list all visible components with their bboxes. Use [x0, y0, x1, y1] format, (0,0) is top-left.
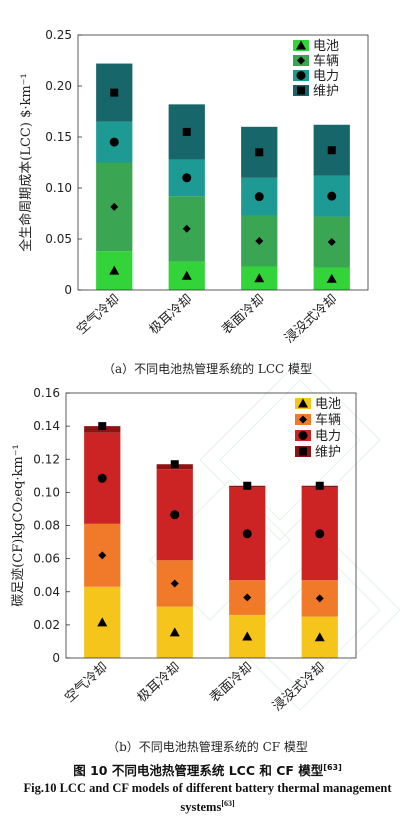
- marker-triangle-0-0: [109, 265, 120, 275]
- y-tick-label-1-5: 0.10: [33, 485, 60, 499]
- legend-label-0-1: 车辆: [313, 53, 339, 69]
- marker-diamond-0-0: [110, 202, 119, 211]
- marker-square-0-3: [327, 146, 336, 155]
- marker-triangle-0-1: [181, 270, 192, 280]
- axes-frame-0: [77, 34, 369, 291]
- legend-marker-1-2: [298, 431, 308, 440]
- marker-circle-0-1: [182, 173, 192, 183]
- caption-cn-text: 图 10 不同电池热管理系统 LCC 和 CF 模型: [73, 763, 324, 778]
- legend-label-0-2: 电力: [313, 69, 339, 84]
- cf-chart: 空气冷却 极耳冷却 表面冷却 浸没式冷却 0 0.02 0.04 0.06 0.08 0.10 0.…: [11, 386, 357, 715]
- subcaption-a: （a）不同电池热管理系统的 LCC 模型: [102, 362, 313, 376]
- marker-diamond-1-0: [98, 551, 107, 560]
- y-tick-label-1-0: 0: [52, 651, 60, 665]
- marker-triangle-1-3: [314, 632, 325, 642]
- y-axis-label-0: 全生命周期成本(LCC) $·km⁻¹: [18, 73, 34, 251]
- marker-circle-1-3: [315, 529, 325, 539]
- marker-circle-0-2: [254, 192, 264, 202]
- marker-circle-0-0: [109, 137, 119, 147]
- marker-square-1-1: [170, 460, 179, 469]
- y-tick-label-0-4: 0.20: [45, 79, 72, 93]
- category-label-1-2: 表面冷却: [207, 660, 256, 706]
- y-tick-label-0-1: 0.05: [45, 232, 72, 246]
- subcaption-b: （b）不同电池热管理系统的 CF 模型: [107, 740, 308, 754]
- category-label-1-1: 极耳冷却: [135, 660, 184, 706]
- y-tick-label-0-3: 0.15: [45, 130, 72, 144]
- y-tick-label-1-2: 0.04: [33, 585, 60, 599]
- marker-triangle-0-3: [326, 273, 337, 283]
- caption-en-ref: [63]: [221, 799, 235, 808]
- figure-caption-en: Fig.10 LCC and CF models of different ba…: [10, 780, 405, 815]
- legend-marker-0-1: [297, 56, 305, 65]
- lcc-chart: 空气冷却 极耳冷却 表面冷却 浸没式冷却 0 0.05 0.10 0.15 0.20 0.25 全生…: [18, 28, 369, 347]
- y-tick-label-1-8: 0.16: [33, 386, 60, 400]
- caption-en-text: Fig.10 LCC and CF models of different ba…: [23, 781, 392, 815]
- marker-diamond-0-1: [182, 224, 191, 233]
- legend-marker-1-0: [298, 398, 308, 408]
- marker-square-1-0: [98, 422, 107, 431]
- legend-marker-1-1: [299, 415, 307, 424]
- y-tick-label-1-3: 0.06: [33, 552, 60, 566]
- legend-marker-0-2: [296, 71, 306, 80]
- marker-triangle-1-1: [169, 627, 180, 637]
- marker-diamond-1-2: [243, 593, 252, 602]
- legend-label-1-2: 电力: [315, 429, 341, 444]
- y-tick-label-0-2: 0.10: [45, 181, 72, 195]
- marker-square-1-2: [243, 481, 252, 490]
- legend-label-0-0: 电池: [313, 39, 339, 54]
- marker-square-0-1: [182, 127, 191, 136]
- legend-label-1-3: 维护: [315, 445, 341, 460]
- legend-marker-0-3: [297, 86, 305, 95]
- marker-circle-1-1: [170, 510, 180, 520]
- y-tick-label-1-7: 0.14: [33, 419, 60, 433]
- marker-diamond-1-1: [170, 579, 179, 588]
- category-label-0-1: 极耳冷却: [147, 292, 196, 338]
- marker-square-1-3: [315, 481, 324, 490]
- y-tick-label-0-5: 0.25: [45, 28, 72, 42]
- y-axis-label-1: 碳足迹(CF)kgCO₂eq·km⁻¹: [11, 444, 26, 607]
- y-tick-label-1-6: 0.12: [33, 452, 60, 466]
- legend-label-1-0: 电池: [315, 397, 341, 412]
- category-label-0-3: 浸没式冷却: [282, 292, 340, 347]
- marker-triangle-1-2: [242, 631, 253, 641]
- category-label-1-3: 浸没式冷却: [270, 660, 328, 715]
- legend-marker-1-3: [299, 447, 307, 456]
- figure-caption-cn: 图 10 不同电池热管理系统 LCC 和 CF 模型[63]: [0, 760, 415, 779]
- legend-label-1-1: 车辆: [315, 412, 341, 428]
- category-label-0-0: 空气冷却: [74, 291, 123, 338]
- caption-cn-ref: [63]: [323, 762, 342, 772]
- y-tick-label-1-1: 0.02: [33, 618, 60, 632]
- y-tick-label-0-0: 0: [64, 283, 72, 297]
- marker-diamond-0-3: [327, 238, 336, 247]
- marker-circle-0-3: [327, 191, 337, 201]
- marker-square-0-2: [255, 148, 264, 157]
- marker-triangle-0-2: [254, 273, 265, 283]
- figure-canvas: 空气冷却 极耳冷却 表面冷却 浸没式冷却00.050.100.150.200.25全生…: [11, 28, 401, 715]
- marker-circle-1-2: [242, 529, 252, 539]
- legend-marker-0-0: [296, 40, 306, 50]
- category-label-0-2: 表面冷却: [219, 292, 268, 338]
- marker-diamond-0-2: [255, 237, 264, 246]
- marker-circle-1-0: [97, 473, 107, 483]
- marker-diamond-1-3: [315, 594, 324, 603]
- category-label-1-0: 空气冷却: [62, 659, 111, 706]
- marker-square-0-0: [110, 88, 119, 97]
- marker-triangle-1-0: [97, 617, 108, 627]
- y-tick-label-1-4: 0.08: [33, 519, 60, 533]
- legend-label-0-3: 维护: [313, 84, 339, 99]
